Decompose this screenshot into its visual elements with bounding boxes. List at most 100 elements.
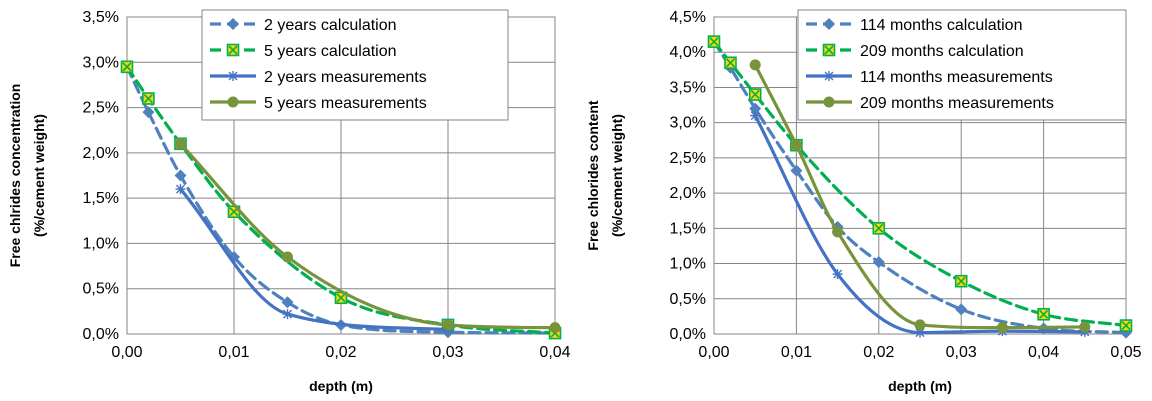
x-tick-label: 0,02: [863, 344, 894, 361]
data-point: [549, 322, 561, 334]
data-point: [174, 169, 187, 182]
y-tick-label: 2,0%: [670, 185, 706, 202]
x-tick-label: 0,00: [698, 344, 729, 361]
y-axis-title: Free chlorides content: [585, 100, 601, 250]
x-tick-label: 0,00: [111, 344, 142, 361]
legend-marker: [823, 96, 835, 108]
data-point: [175, 138, 186, 150]
data-point: [707, 35, 721, 48]
legend-label: 114 months measurements: [860, 69, 1053, 86]
data-point: [142, 92, 155, 105]
y-tick-label: 0,0%: [83, 326, 119, 343]
data-point: [750, 110, 761, 121]
data-point: [442, 319, 454, 331]
legend-marker: [823, 18, 835, 30]
y-tick-label: 3,5%: [83, 9, 119, 26]
marker-cross: [750, 89, 760, 100]
series-line: [125, 65, 557, 335]
series-line: [753, 114, 1087, 335]
legend-label: 2 years measurements: [264, 69, 427, 86]
series-4: [175, 138, 561, 334]
y-tick-label: 2,5%: [83, 100, 119, 117]
y-tick-label: 1,5%: [670, 220, 706, 237]
marker-cross: [143, 93, 153, 104]
series-line: [753, 63, 1087, 330]
y-tick-label: 0,5%: [83, 281, 119, 298]
y-tick-label: 3,0%: [670, 115, 706, 132]
legend-label: 5 years measurements: [264, 95, 427, 112]
x-tick-label: 0,03: [946, 344, 977, 361]
series-line: [178, 142, 557, 330]
x-tick-label: 0,01: [218, 344, 249, 361]
data-point: [749, 59, 761, 71]
y-tick-label: 2,0%: [83, 145, 119, 162]
y-tick-label: 0,5%: [670, 291, 706, 308]
x-tick-label: 0,03: [432, 344, 463, 361]
right-chart: 0,0% 0,5% 1,0% 1,5% 2,0% 2,5% 3,0% 3,5% 4,0% 4,5%…: [585, 9, 1142, 394]
legend-marker: [824, 71, 834, 81]
data-point: [832, 269, 843, 280]
y-tick-label: 1,5%: [83, 190, 119, 207]
marker-cross: [874, 223, 884, 233]
legend-label: 2 years calculation: [264, 17, 397, 34]
data-point: [915, 327, 925, 338]
series-2: [707, 35, 1133, 332]
data-point: [954, 274, 968, 288]
marker-cross: [1121, 320, 1131, 331]
data-point: [120, 60, 134, 74]
marker-cross: [956, 276, 966, 286]
data-point: [1119, 319, 1133, 332]
y-tick-label: 1,0%: [83, 235, 119, 252]
x-axis-title: depth (m): [309, 378, 373, 394]
data-point: [175, 184, 186, 195]
legend-label: 209 months measurements: [860, 95, 1054, 112]
x-tick-label: 0,02: [325, 344, 356, 361]
legend: 114 months calculation 209 months calcula…: [797, 9, 1127, 121]
x-tick-label: 0,01: [781, 344, 812, 361]
x-tick-label: 0,05: [1110, 344, 1141, 361]
marker-cross: [336, 293, 346, 303]
data-point: [790, 164, 803, 177]
series-3: [175, 184, 453, 335]
data-point: [872, 222, 886, 235]
legend-box: [797, 9, 1127, 121]
x-axis-title: depth (m): [888, 378, 952, 394]
data-point: [142, 106, 155, 119]
y-tick-label: 0,0%: [670, 326, 706, 343]
data-point: [996, 322, 1008, 334]
data-point: [282, 309, 293, 320]
data-point: [1079, 321, 1091, 333]
legend-marker: [227, 96, 239, 108]
data-point: [1037, 307, 1050, 321]
data-point: [724, 56, 737, 70]
legend-marker: [822, 43, 836, 57]
legend-label: 114 months calculation: [860, 17, 1022, 34]
marker-cross: [725, 58, 736, 68]
legend-marker: [226, 43, 240, 57]
data-point: [914, 319, 926, 331]
data-point: [955, 303, 968, 316]
y-tick-label: 4,0%: [670, 44, 706, 61]
data-point: [748, 88, 762, 101]
legend-label: 5 years calculation: [264, 43, 397, 60]
y-tick-label: 4,5%: [670, 9, 706, 26]
x-tick-label: 0,04: [1028, 344, 1059, 361]
x-tick-label: 0,04: [539, 344, 570, 361]
legend-label: 209 months calculation: [860, 43, 1024, 60]
legend: 2 years calculation 5 years calculation 2 …: [201, 9, 509, 121]
legend-marker: [227, 18, 239, 30]
y-axis-title: Free chlrides concentration: [7, 84, 23, 268]
marker-cross: [824, 45, 834, 55]
data-point: [749, 102, 762, 115]
y-axis-title-unit: (%/cement weight): [31, 114, 47, 237]
marker-cross: [122, 62, 132, 72]
data-point: [790, 139, 802, 151]
data-point: [832, 226, 844, 238]
left-chart: 0,0% 0,5% 1,0% 1,5% 2,0% 2,5% 3,0% 3,5% 0,00 0,01…: [7, 9, 571, 394]
data-point: [282, 251, 293, 263]
y-tick-label: 1,0%: [670, 256, 706, 273]
marker-cross: [709, 37, 719, 47]
data-point: [281, 296, 294, 309]
series-line: [178, 187, 450, 332]
